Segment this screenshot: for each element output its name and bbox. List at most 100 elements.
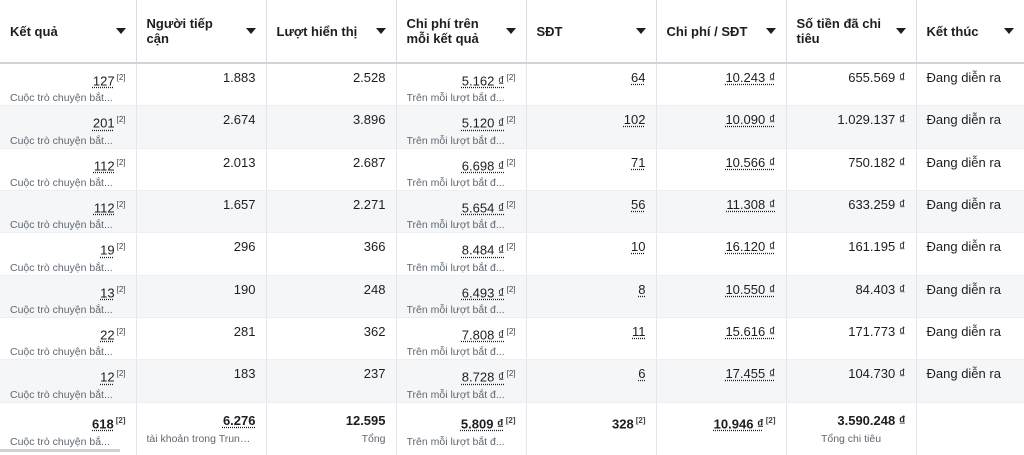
results-value[interactable]: 201: [93, 116, 115, 131]
footnote-ref: [2]: [507, 327, 516, 336]
phone-value[interactable]: 56: [631, 197, 645, 212]
phone-value[interactable]: 64: [631, 70, 645, 85]
reach-cell: 296: [136, 233, 266, 275]
cpp-value[interactable]: 10.243 ₫: [725, 70, 775, 85]
column-header-cost-per-phone[interactable]: Chi phí / SĐT: [656, 0, 786, 63]
total-cpp-value[interactable]: 10.946 ₫: [714, 416, 764, 431]
column-header-label: Số tiền đã chi tiêu: [797, 16, 906, 46]
spent-value: 171.773 ₫: [797, 318, 906, 339]
results-value[interactable]: 12: [100, 370, 114, 385]
footnote-ref: [2]: [766, 416, 776, 425]
cpp-value[interactable]: 16.120 ₫: [725, 239, 775, 254]
column-header-ends[interactable]: Kết thúc: [916, 0, 1024, 63]
cpr-sub: Trên mỗi lượt bắt đ...: [407, 176, 516, 190]
footnote-ref: [2]: [117, 115, 126, 124]
column-header-cost-per-result[interactable]: Chi phí trên mỗi kết quả: [396, 0, 526, 63]
column-header-results[interactable]: Kết quả: [0, 0, 136, 63]
cpp-cell: 16.120 ₫: [656, 233, 786, 275]
results-sub: Cuộc trò chuyện bắt...: [10, 388, 126, 402]
results-sub: Cuộc trò chuyện bắt...: [10, 303, 126, 317]
impressions-value: 362: [277, 318, 386, 339]
cpp-value[interactable]: 17.455 ₫: [725, 366, 775, 381]
impressions-value: 2.687: [277, 149, 386, 170]
total-cpr-value[interactable]: 5.809 ₫: [461, 416, 504, 431]
chevron-down-icon[interactable]: [116, 28, 126, 34]
results-cell: 12[2]Cuộc trò chuyện bắt...: [0, 360, 136, 402]
cpp-value[interactable]: 10.566 ₫: [725, 155, 775, 170]
chevron-down-icon[interactable]: [506, 28, 516, 34]
cpp-value[interactable]: 11.308 ₫: [726, 197, 775, 212]
footnote-ref: [2]: [117, 327, 126, 336]
chevron-down-icon[interactable]: [376, 28, 386, 34]
status-text: Đang diễn ra: [927, 64, 1014, 85]
cpp-value[interactable]: 10.090 ₫: [725, 112, 775, 127]
cpp-value[interactable]: 15.616 ₫: [725, 324, 775, 339]
footnote-ref: [2]: [507, 200, 516, 209]
cpr-value[interactable]: 5.120 ₫: [462, 116, 505, 131]
chevron-down-icon[interactable]: [1004, 28, 1014, 34]
total-reach-value[interactable]: 6.276: [223, 413, 256, 428]
reach-value: 1.657: [147, 191, 256, 212]
phone-value[interactable]: 11: [632, 324, 646, 339]
cpp-cell: 10.566 ₫: [656, 148, 786, 190]
chevron-down-icon[interactable]: [896, 28, 906, 34]
results-value[interactable]: 19: [100, 243, 114, 258]
total-results-cell: 618[2]Cuộc trò chuyện bắ...: [0, 402, 136, 455]
ends-cell: Đang diễn ra: [916, 275, 1024, 317]
phone-value[interactable]: 71: [631, 155, 645, 170]
chevron-down-icon[interactable]: [636, 28, 646, 34]
total-results-sub: Cuộc trò chuyện bắ...: [10, 435, 126, 449]
results-value[interactable]: 13: [100, 285, 114, 300]
chevron-down-icon[interactable]: [766, 28, 776, 34]
total-spent-value: 3.590.248 ₫: [797, 403, 906, 428]
phone-value[interactable]: 8: [638, 282, 645, 297]
total-impressions-value: 12.595: [277, 403, 386, 428]
total-phone-cell: 328[2]: [526, 402, 656, 455]
total-impressions-sub: Tổng: [277, 432, 386, 446]
total-results-value[interactable]: 618: [92, 416, 114, 431]
spent-cell: 633.259 ₫: [786, 190, 916, 232]
column-header-amount-spent[interactable]: Số tiền đã chi tiêu: [786, 0, 916, 63]
chevron-down-icon[interactable]: [246, 28, 256, 34]
cpr-value[interactable]: 6.493 ₫: [462, 285, 505, 300]
cpp-cell: 10.550 ₫: [656, 275, 786, 317]
footnote-ref: [2]: [507, 285, 516, 294]
phone-value[interactable]: 10: [631, 239, 645, 254]
cpr-value[interactable]: 7.808 ₫: [462, 327, 505, 342]
results-cell: 201[2]Cuộc trò chuyện bắt...: [0, 106, 136, 148]
status-text: Đang diễn ra: [927, 233, 1014, 254]
total-cpr-cell: 5.809 ₫[2]Trên mỗi lượt bắt đ...: [396, 402, 526, 455]
column-header-phone[interactable]: SĐT: [526, 0, 656, 63]
cpp-value[interactable]: 10.550 ₫: [725, 282, 775, 297]
results-value[interactable]: 22: [100, 327, 114, 342]
results-value[interactable]: 112: [94, 200, 115, 215]
results-value[interactable]: 112: [94, 158, 115, 173]
cpr-value[interactable]: 5.654 ₫: [462, 200, 505, 215]
column-header-impressions[interactable]: Lượt hiển thị: [266, 0, 396, 63]
cpr-value[interactable]: 5.162 ₫: [462, 73, 505, 88]
cpr-sub: Trên mỗi lượt bắt đ...: [407, 91, 516, 105]
footnote-ref: [2]: [117, 200, 126, 209]
results-sub: Cuộc trò chuyện bắt...: [10, 176, 126, 190]
cpr-value[interactable]: 8.484 ₫: [462, 243, 505, 258]
status-text: Đang diễn ra: [927, 318, 1014, 339]
results-value[interactable]: 127: [93, 73, 115, 88]
column-header-reach[interactable]: Người tiếp cận: [136, 0, 266, 63]
phone-value[interactable]: 6: [638, 366, 645, 381]
impressions-value: 248: [277, 276, 386, 297]
cpr-value[interactable]: 8.728 ₫: [462, 370, 505, 385]
cpp-cell: 10.243 ₫: [656, 63, 786, 106]
phone-value[interactable]: 102: [624, 112, 646, 127]
cpr-value[interactable]: 6.698 ₫: [462, 158, 505, 173]
column-header-label: Người tiếp cận: [147, 16, 256, 46]
column-header-label: Lượt hiển thị: [277, 24, 386, 39]
phone-cell: 64: [526, 63, 656, 106]
